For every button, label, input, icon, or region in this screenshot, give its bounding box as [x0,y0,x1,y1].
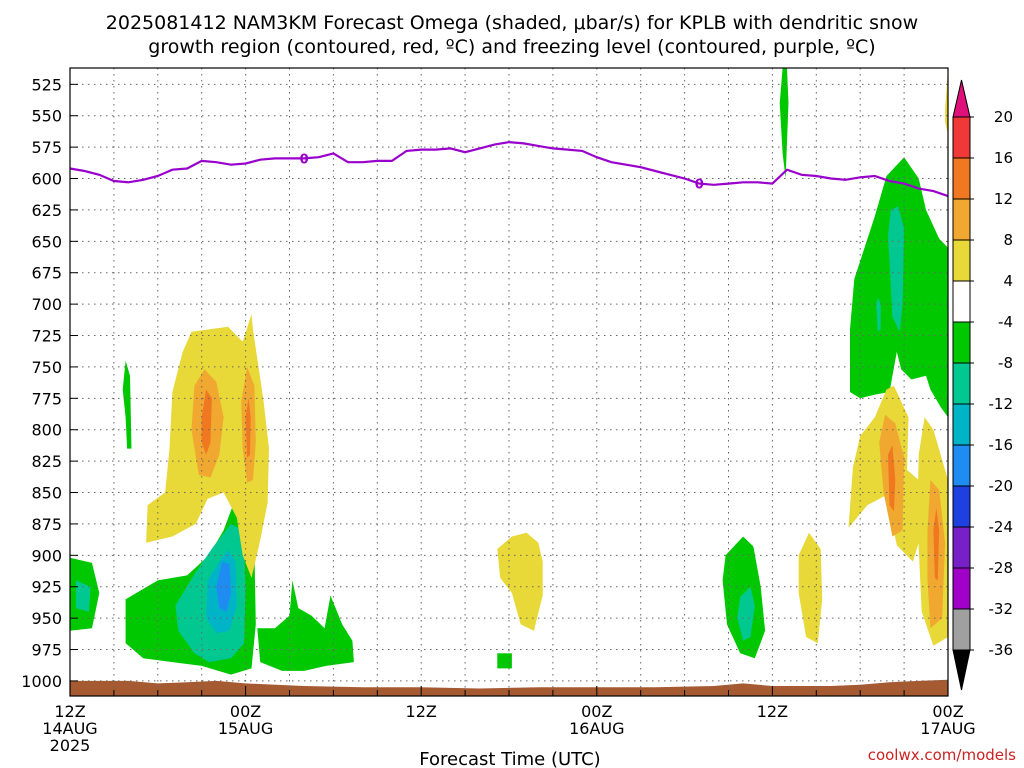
omega-region-19 [245,398,251,458]
y-tick-label-975: 975 [31,641,62,660]
colorbar-label-7: -12 [989,395,1014,413]
colorbar-label-0: 20 [994,108,1013,126]
freezing-level-line [69,140,949,198]
chart-title-line2: growth region (contoured, red, ºC) and f… [148,36,875,58]
colorbar-label-9: -20 [989,477,1014,495]
colorbar-label-1: 16 [994,149,1013,167]
colorbar-box-0 [952,116,971,159]
omega-region-13 [888,206,905,332]
colorbar-label-12: -32 [989,600,1014,618]
x-tick-label-1-1: 00Z [230,702,261,721]
credit-text: coolwx.com/models [868,746,1016,764]
colorbar-box-12 [952,608,971,651]
y-tick-label-700: 700 [31,295,62,314]
colorbar-box-5 [952,321,971,364]
x-tick-label-0-1: 12Z [54,702,85,721]
colorbar-box-4 [952,280,971,323]
y-tick-label-825: 825 [31,452,62,471]
axes: 525 550 575 600 625 650 675 700 725 750 775 800 825 8… [21,67,976,755]
colorbar-label-8: -16 [989,436,1014,454]
y-tick-label-525: 525 [31,75,62,94]
y-tick-label-775: 775 [31,389,62,408]
colorbar-label-6: -8 [998,354,1013,372]
x-tick-label-5-2: 17AUG [920,719,975,738]
colorbar-box-8 [952,444,971,487]
y-tick-label-725: 725 [31,327,62,346]
x-tick-label-0-3: 2025 [50,736,91,755]
omega-region-8 [497,653,512,669]
x-tick-label-1-2: 15AUG [218,719,273,738]
y-tick-label-550: 550 [31,107,62,126]
x-tick-label-3-2: 16AUG [569,719,624,738]
y-tick-label-950: 950 [31,609,62,628]
freezing-level-label-1: 0 [695,178,704,193]
colorbar-label-10: -24 [989,518,1014,536]
grid-lines [70,68,948,696]
colorbar-label-2: 12 [994,190,1013,208]
colorbar-label-5: -4 [998,313,1013,331]
omega-region-27 [933,507,940,581]
freezing-level-label-0: 0 [300,152,309,167]
x-tick-label-4-1: 12Z [757,702,788,721]
y-tick-label-675: 675 [31,264,62,283]
y-tick-label-625: 625 [31,201,62,220]
colorbar-box-10 [952,526,971,569]
colorbar-box-11 [952,567,971,610]
omega-region-10 [737,586,755,641]
colorbar-top-triangle [952,79,971,118]
y-tick-label-800: 800 [31,421,62,440]
omega-region-7 [257,580,354,671]
omega-region-11 [779,68,789,179]
omega-region-17 [201,389,212,455]
colorbar-box-7 [952,403,971,446]
x-tick-label-2-1: 12Z [406,702,437,721]
chart-title-line1: 2025081412 NAM3KM Forecast Omega (shaded… [106,12,918,34]
omega-region-20 [497,532,543,631]
freezing-level-contour: 00 [69,140,949,198]
x-tick-label-0-2: 14AUG [42,719,97,738]
colorbar: 20 16 12 8 4 -4 -8 -12 -16 -20 -24 -28 -32 -36 [952,79,1014,691]
colorbar-box-6 [952,362,971,405]
omega-region-6 [216,561,231,612]
y-tick-label-750: 750 [31,358,62,377]
x-axis-title: Forecast Time (UTC) [419,749,600,768]
colorbar-box-1 [952,157,971,200]
y-tick-label-575: 575 [31,138,62,157]
y-tick-label-600: 600 [31,170,62,189]
colorbar-box-9 [952,485,971,528]
colorbar-box-2 [952,198,971,241]
y-tick-label-900: 900 [31,546,62,565]
colorbar-bottom-triangle [952,649,971,691]
y-tick-label-850: 850 [31,484,62,503]
y-tick-label-875: 875 [31,515,62,534]
y-tick-label-925: 925 [31,578,62,597]
y-tick-label-650: 650 [31,232,62,251]
x-tick-label-3-1: 00Z [581,702,612,721]
colorbar-label-11: -28 [989,559,1014,577]
y-tick-label-1000: 1000 [21,672,62,691]
colorbar-label-4: 4 [1003,272,1013,290]
colorbar-label-3: 8 [1003,231,1013,249]
omega-region-1 [75,580,91,612]
omega-region-14 [876,297,881,332]
plot-area [70,68,948,696]
colorbar-label-13: -36 [989,641,1014,659]
colorbar-box-3 [952,239,971,282]
omega-region-2 [122,360,132,449]
x-tick-label-5-1: 00Z [932,702,963,721]
